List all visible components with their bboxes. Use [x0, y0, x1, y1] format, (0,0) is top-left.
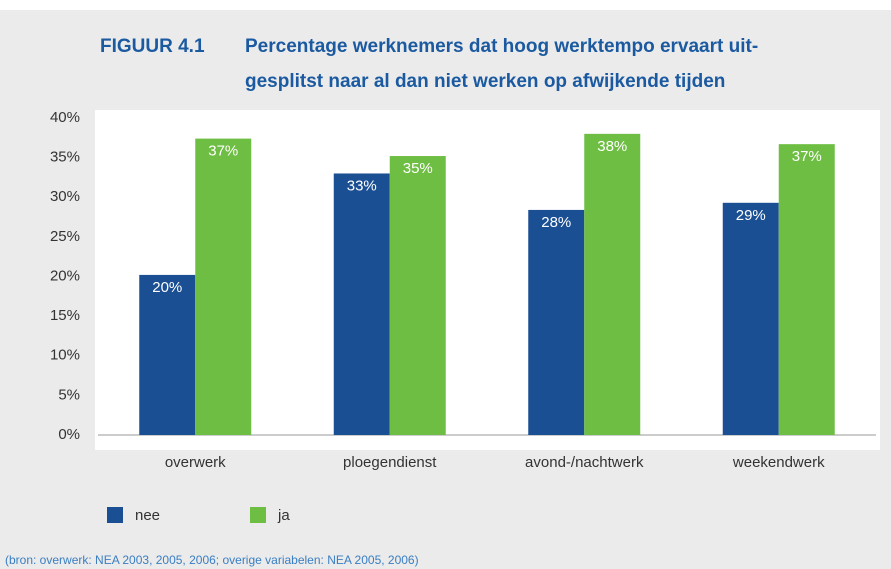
y-tick-label: 5%	[58, 386, 80, 403]
bar	[722, 202, 779, 435]
legend-swatch	[107, 507, 123, 523]
y-tick-label: 15%	[50, 307, 80, 324]
y-tick-label: 35%	[50, 149, 80, 166]
y-tick-label: 10%	[50, 347, 80, 364]
x-tick-label: weekendwerk	[732, 454, 825, 471]
data-label: 37%	[792, 148, 822, 165]
y-tick-label: 40%	[50, 109, 80, 126]
bar	[778, 144, 835, 435]
x-tick-label: ploegendienst	[343, 454, 437, 471]
x-tick-label: overwerk	[165, 454, 226, 471]
figure-label: FIGUUR 4.1	[100, 36, 205, 57]
data-label: 37%	[208, 143, 238, 160]
bar	[333, 173, 390, 435]
y-tick-label: 30%	[50, 188, 80, 205]
y-tick-label: 25%	[50, 228, 80, 245]
bar	[389, 156, 446, 436]
y-tick-label: 20%	[50, 267, 80, 284]
data-label: 38%	[597, 138, 627, 155]
y-tick-label: 0%	[58, 426, 80, 443]
bar	[528, 209, 585, 435]
source-note: (bron: overwerk: NEA 2003, 2005, 2006; o…	[5, 553, 419, 567]
legend-swatch	[250, 507, 266, 523]
data-label: 29%	[736, 207, 766, 224]
legend-label: nee	[135, 507, 160, 524]
x-tick-label: avond-/nachtwerk	[525, 454, 644, 471]
bar	[195, 138, 252, 436]
bar	[139, 274, 196, 435]
bar	[584, 133, 641, 435]
chart-title: gesplitst naar al dan niet werken op afw…	[245, 71, 725, 92]
top-strip	[0, 0, 891, 10]
data-label: 20%	[152, 279, 182, 296]
data-label: 35%	[403, 160, 433, 177]
data-label: 33%	[347, 177, 377, 194]
data-label: 28%	[541, 214, 571, 231]
chart-title: Percentage werknemers dat hoog werktempo…	[245, 36, 758, 57]
legend-label: ja	[277, 507, 290, 524]
